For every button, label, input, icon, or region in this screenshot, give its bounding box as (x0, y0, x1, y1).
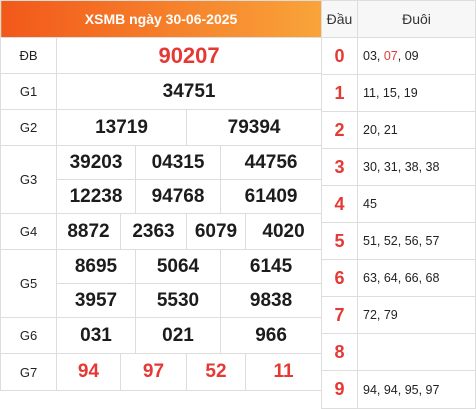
prize-label-g3: G3 (0, 145, 57, 214)
prize-g3-number: 39203 (56, 145, 136, 180)
prize-label-db: ĐB (0, 37, 57, 74)
prize-g7-number: 97 (120, 353, 187, 391)
prize-g5-number: 8695 (56, 249, 136, 284)
loto-head: 0 (321, 37, 358, 75)
loto-head: 3 (321, 148, 358, 186)
prize-g7-number: 11 (244, 353, 323, 391)
loto-tail-highlight: 07 (383, 49, 398, 63)
loto-tails: 03, 07, 09 (357, 37, 476, 75)
loto-tails: 63, 64, 66, 68 (357, 259, 476, 297)
prize-g5-number: 5530 (135, 283, 221, 318)
loto-head: 4 (321, 185, 358, 223)
prize-g4-number: 8872 (56, 213, 121, 250)
prize-g4-number: 4020 (244, 213, 323, 250)
prize-label-g7: G7 (0, 353, 57, 391)
loto-tail-separator: , (376, 49, 384, 63)
prize-g6-number: 021 (135, 317, 221, 354)
prize-g5-number: 9838 (219, 283, 323, 318)
loto-head: 9 (321, 370, 358, 409)
loto-table: Đầu Đuôi 0 03, 07, 09 1 11, 15, 19 2 20,… (321, 0, 476, 409)
loto-head: 5 (321, 222, 358, 260)
loto-head: 6 (321, 259, 358, 297)
prize-g1-number: 34751 (55, 73, 323, 110)
prize-g3-number: 44756 (219, 145, 323, 180)
loto-tails: 45 (357, 185, 476, 223)
loto-head: 8 (321, 333, 358, 371)
loto-head: 2 (321, 111, 358, 149)
loto-tail-column-label: Đuôi (357, 0, 476, 38)
loto-tails: 51, 52, 56, 57 (357, 222, 476, 260)
prize-g7-number: 52 (186, 353, 246, 391)
prize-label-g6: G6 (0, 317, 57, 354)
loto-tail: , 09 (397, 49, 419, 63)
loto-tails: 11, 15, 19 (357, 74, 476, 112)
results-header: XSMB ngày 30-06-2025 (0, 0, 323, 38)
prize-g7-number: 94 (56, 353, 121, 391)
prize-db-number: 90207 (55, 37, 323, 74)
prize-g6-number: 966 (219, 317, 323, 354)
loto-tails: 72, 79 (357, 296, 476, 334)
results-table: XSMB ngày 30-06-2025 ĐB 90207 G1 34751 G… (0, 0, 323, 391)
prize-g5-number: 3957 (56, 283, 136, 318)
prize-label-g1: G1 (0, 73, 57, 110)
prize-g3-number: 12238 (56, 179, 136, 214)
loto-tails: 94, 94, 95, 97 (357, 370, 476, 409)
prize-g6-number: 031 (56, 317, 136, 354)
loto-tails: 20, 21 (357, 111, 476, 149)
loto-head: 1 (321, 74, 358, 112)
prize-label-g5: G5 (0, 249, 57, 318)
loto-head: 7 (321, 296, 358, 334)
prize-g3-number: 04315 (135, 145, 221, 180)
prize-label-g4: G4 (0, 213, 57, 250)
prize-g5-number: 5064 (135, 249, 221, 284)
prize-g4-number: 2363 (120, 213, 187, 250)
loto-head-column-label: Đầu (321, 0, 358, 38)
loto-tails: 30, 31, 38, 38 (357, 148, 476, 186)
prize-g3-number: 94768 (135, 179, 221, 214)
prize-label-g2: G2 (0, 109, 57, 146)
prize-g4-number: 6079 (186, 213, 246, 250)
prize-g5-number: 6145 (219, 249, 323, 284)
loto-tail: 03 (363, 49, 377, 63)
loto-tails (357, 333, 476, 371)
prize-g2-number: 79394 (185, 109, 323, 146)
prize-g2-number: 13719 (56, 109, 187, 146)
prize-g3-number: 61409 (219, 179, 323, 214)
